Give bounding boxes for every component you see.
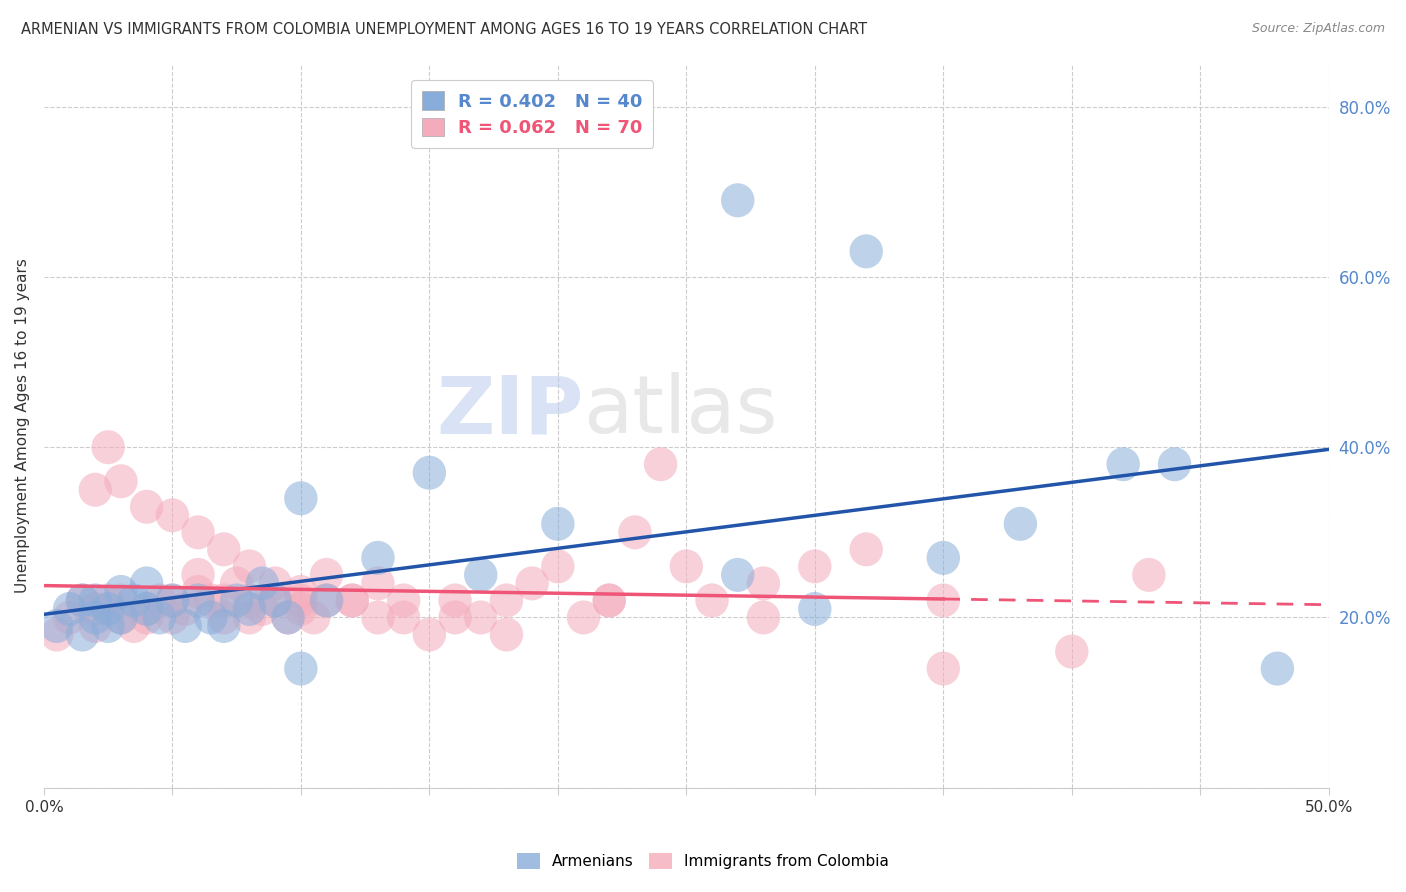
Y-axis label: Unemployment Among Ages 16 to 19 years: Unemployment Among Ages 16 to 19 years	[15, 259, 30, 593]
Legend: R = 0.402   N = 40, R = 0.062   N = 70: R = 0.402 N = 40, R = 0.062 N = 70	[411, 80, 654, 148]
Text: ZIP: ZIP	[436, 373, 583, 450]
Text: ARMENIAN VS IMMIGRANTS FROM COLOMBIA UNEMPLOYMENT AMONG AGES 16 TO 19 YEARS CORR: ARMENIAN VS IMMIGRANTS FROM COLOMBIA UNE…	[21, 22, 868, 37]
Text: atlas: atlas	[583, 373, 778, 450]
Text: Source: ZipAtlas.com: Source: ZipAtlas.com	[1251, 22, 1385, 36]
Legend: Armenians, Immigrants from Colombia: Armenians, Immigrants from Colombia	[510, 847, 896, 875]
